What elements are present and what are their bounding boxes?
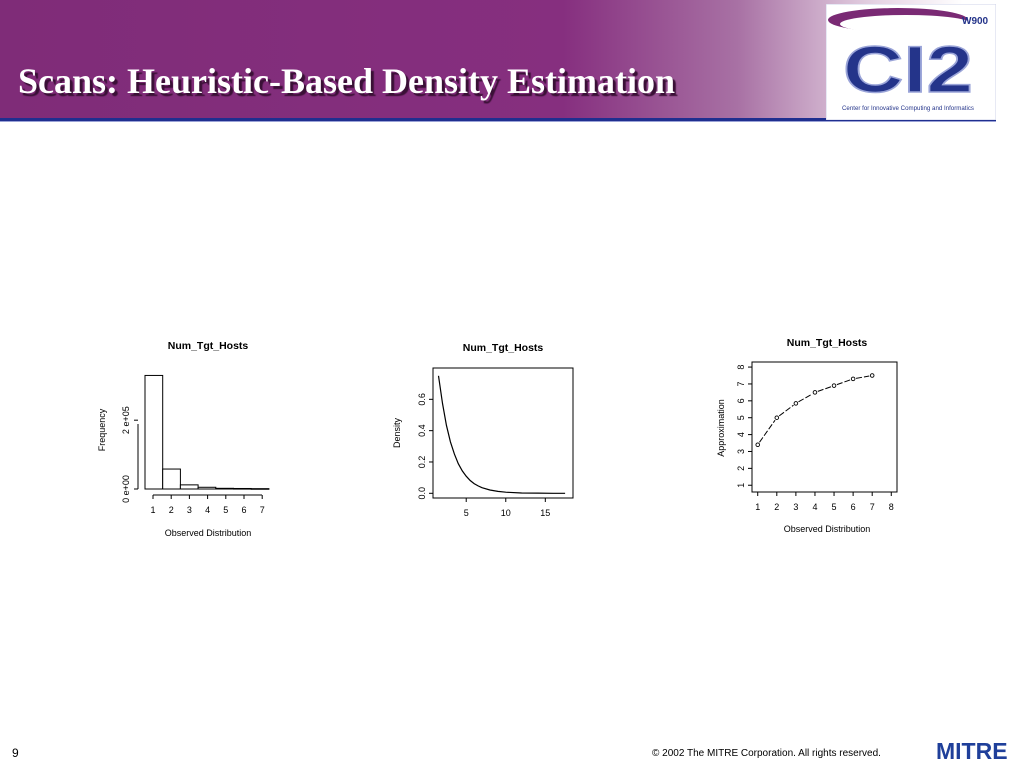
logo-tagline: Center for Innovative Computing and Info… [842,106,974,112]
logo-badge: W900 [962,16,989,27]
chart2-y-tick-label: 0.0 [417,487,427,500]
chart1-bar [215,487,235,490]
header-rule-highlight [0,121,996,122]
chart3-y-tick-label: 8 [736,365,746,370]
chart1-xlabel: Observed Distribution [165,528,252,538]
chart3-y-tick-label: 7 [736,381,746,386]
chart3-point [869,373,875,378]
chart2-y-tick-label: 0.6 [417,393,427,406]
page-number: 9 [12,746,19,760]
chart2-y-tick-label: 0.2 [417,456,427,469]
chart1-x-tick-label: 4 [205,505,210,515]
chart3-segment [759,419,776,443]
chart1-x-tick-label: 2 [169,505,174,515]
chart3-point [793,401,799,406]
chart1-bar [179,484,199,490]
chart3-y-tick-label: 2 [736,466,746,471]
chart2-x-tick-label: 15 [540,508,550,518]
chart3-point [812,390,818,395]
chart1-x-tick-label: 5 [223,505,228,515]
chart-frequency-histogram: Num_Tgt_Hosts Frequency Observed Distrib… [97,340,270,538]
chart2-x-tick-label: 5 [464,508,469,518]
chart1-ylabel: Frequency [97,408,107,451]
chart3-segment [836,379,851,386]
chart3-y-tick-label: 3 [736,449,746,454]
chart3-segment [778,404,794,417]
chart3-y-tick-label: 1 [736,483,746,488]
chart2-plot-frame [432,367,574,499]
header-rule [0,118,996,121]
ci2-logo: W900 CI2 Center for Innovative Computing… [826,4,996,120]
chart3-point [850,376,856,382]
chart1-bar [233,487,252,490]
chart3-x-tick-label: 5 [832,502,837,512]
chart3-y-tick-label: 5 [736,415,746,420]
chart2-ylabel: Density [392,417,402,448]
chart1-bar [197,486,217,490]
copyright-notice: © 2002 The MITRE Corporation. All rights… [652,748,881,759]
chart3-x-tick-label: 1 [755,502,760,512]
chart2-title: Num_Tgt_Hosts [463,342,544,354]
chart1-bar [250,488,270,490]
chart1-bar [162,468,181,490]
chart3-point [755,442,760,447]
chart3-point [774,415,780,420]
chart1-x-tick-label: 7 [260,505,265,515]
chart3-point [831,383,837,388]
chart3-segment [798,393,813,403]
chart3-y-tick-label: 4 [736,432,746,437]
chart3-x-tick-label: 6 [851,502,856,512]
chart3-segment [817,386,832,392]
chart1-bar [144,374,164,490]
chart1-x-tick-label: 6 [241,505,246,515]
chart2-y-tick-label: 0.4 [417,424,427,437]
chart1-y-tick-label: 2 e+05 [121,406,131,434]
chart3-segment [855,375,870,379]
chart3-xlabel: Observed Distribution [784,524,871,534]
chart1-title: Num_Tgt_Hosts [168,340,249,352]
chart3-plot-frame [751,361,898,493]
chart2-density-line [437,375,566,494]
chart3-x-tick-label: 2 [774,502,779,512]
mitre-logo: MITRE [936,738,1008,764]
chart2-x-tick-label: 10 [501,508,511,518]
logo-main-text: CI2 [843,32,973,106]
chart-approximation: Num_Tgt_Hosts Approximation Observed Dis… [716,337,898,534]
chart-density-curve: Num_Tgt_Hosts Density 5 10 15 0.0 0.2 0.4 0.6 [392,342,574,518]
chart3-title: Num_Tgt_Hosts [787,337,868,349]
chart1-x-tick-label: 1 [150,505,155,515]
chart3-y-tick-label: 6 [736,398,746,403]
chart3-x-tick-label: 7 [870,502,875,512]
chart3-ylabel: Approximation [716,399,726,457]
chart1-y-tick-label: 0 e+00 [121,475,131,503]
chart3-x-tick-label: 8 [889,502,894,512]
chart3-x-tick-label: 3 [793,502,798,512]
chart1-x-tick-label: 3 [187,505,192,515]
slide-title: Scans: Heuristic-Based Density Estimatio… [18,61,675,101]
chart3-x-tick-label: 4 [812,502,817,512]
